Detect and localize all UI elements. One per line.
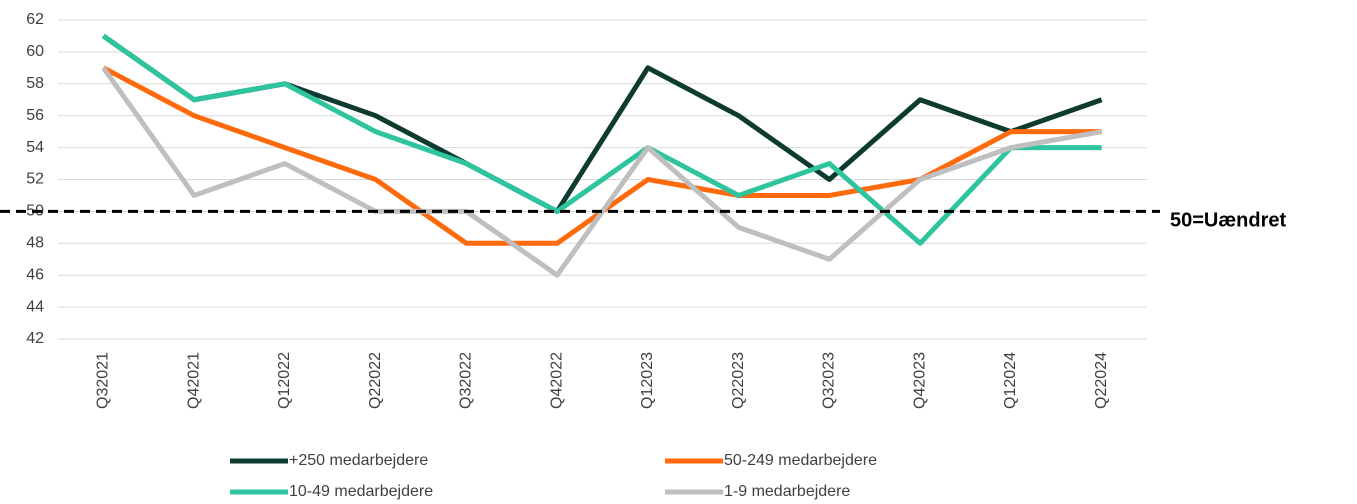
y-tick-label: 44 <box>26 298 44 315</box>
reference-label: 50=Uændret <box>1170 210 1286 232</box>
y-tick-label: 52 <box>26 171 44 188</box>
x-tick-label: Q12022 <box>276 352 293 409</box>
x-tick-label: Q22023 <box>730 352 747 409</box>
x-tick-label: Q12023 <box>639 352 656 409</box>
series-line <box>102 65 1102 246</box>
series-line <box>101 33 1102 246</box>
y-tick-label: 58 <box>26 75 44 92</box>
y-tick-label: 54 <box>26 139 44 156</box>
legend-label: 10-49 medarbejdere <box>289 483 433 500</box>
x-tick-label: Q32022 <box>458 352 475 409</box>
y-tick-label: 62 <box>26 11 44 28</box>
y-tick-label: 56 <box>26 107 44 124</box>
x-tick-label: Q32023 <box>821 352 838 409</box>
x-tick-label: Q32021 <box>95 352 112 409</box>
x-tick-label: Q22022 <box>367 352 384 409</box>
y-tick-label: 42 <box>26 330 44 347</box>
y-tick-label: 48 <box>26 235 44 252</box>
y-tick-label: 46 <box>26 266 44 283</box>
x-tick-label: Q42022 <box>548 352 565 409</box>
legend-label: 50-249 medarbejdere <box>724 452 877 469</box>
x-tick-label: Q42021 <box>185 352 202 409</box>
x-tick-label: Q12024 <box>1002 352 1019 409</box>
legend-label: 1-9 medarbejdere <box>724 483 850 500</box>
y-tick-label: 60 <box>26 43 44 60</box>
x-tick-label: Q22024 <box>1093 352 1110 409</box>
series-line <box>101 33 1103 214</box>
series-line <box>101 66 1103 278</box>
legend-label: +250 medarbejdere <box>289 452 428 469</box>
x-tick-label: Q42023 <box>911 352 928 409</box>
